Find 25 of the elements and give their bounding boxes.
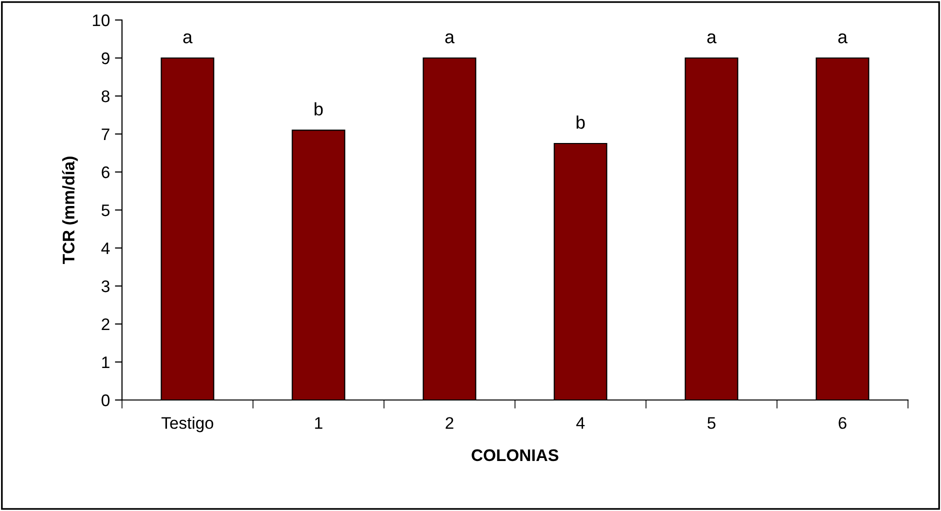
y-tick-label: 10	[92, 14, 110, 26]
y-tick-label: 1	[102, 356, 110, 368]
annotation: b	[576, 116, 585, 129]
y-axis-title: TCR (mm/día)	[62, 156, 78, 264]
y-tick-label: 0	[102, 394, 110, 406]
y-tick-label: 3	[102, 280, 110, 292]
y-tick-label: 8	[102, 90, 110, 102]
x-tick-label: 4	[576, 417, 585, 429]
y-tick-label: 2	[102, 318, 110, 330]
x-tick-label: 2	[446, 417, 454, 429]
annotation: a	[183, 33, 193, 44]
annotation: a	[445, 33, 455, 44]
annotation: a	[707, 33, 717, 44]
x-axis-title: COLONIAS	[472, 449, 558, 462]
annotation: b	[314, 102, 323, 116]
y-tick-label: 9	[102, 52, 110, 64]
y-tick-label: 7	[102, 128, 110, 140]
y-tick-label: 5	[102, 204, 110, 216]
x-tick-label: 1	[315, 417, 322, 429]
x-tick-label: 6	[838, 417, 846, 429]
x-tick-label: 5	[708, 417, 716, 429]
y-tick-label: 6	[102, 166, 110, 178]
annotation: a	[838, 33, 848, 44]
y-tick-label: 4	[101, 242, 110, 254]
x-tick-label: Testigo	[161, 416, 214, 432]
